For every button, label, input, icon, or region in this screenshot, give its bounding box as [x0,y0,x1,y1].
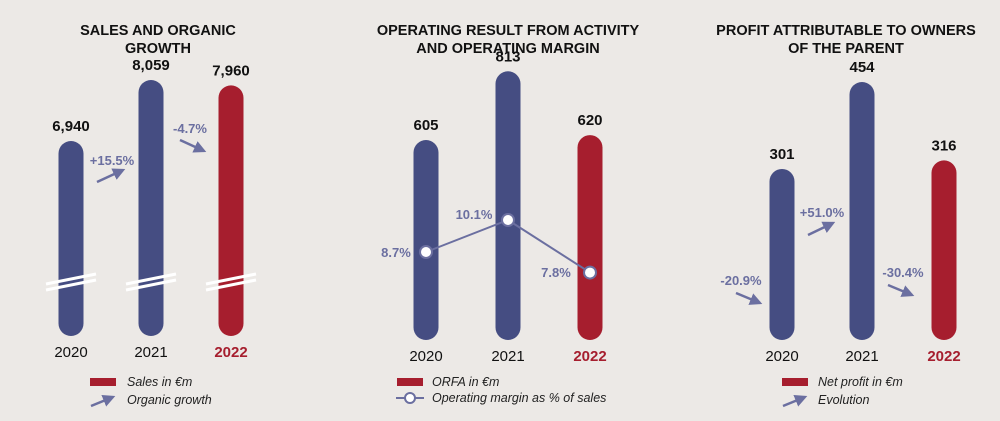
bar-orfa-2021 [495,71,521,340]
margin-point-2020 [419,245,433,259]
bar-orfa-2022 [577,135,603,340]
tick-label-2022: 2022 [214,344,247,361]
tick-label-2022: 2022 [573,348,606,365]
tick-label-2020: 2020 [765,348,798,365]
value-label-orfa-2021: 813 [495,48,520,65]
legend-swatch-bar [782,378,808,386]
evolution-arrow-2021 [807,221,836,237]
title-line-1: OPERATING RESULT FROM ACTIVITY [377,23,640,39]
legend: Net profit in €m Evolution [782,375,903,408]
bar-sales-2020 [58,141,84,336]
bar-profit-2021 [849,81,875,341]
tick-label-2021: 2021 [134,344,167,361]
tick-label-2020: 2020 [54,344,87,361]
legend-label-profit: Net profit in €m [818,375,903,389]
bar-profit-2022 [931,160,957,340]
bar-sales-2022 [218,85,244,336]
legend-swatch-marker [404,392,416,404]
margin-label-2022: 7.8% [541,265,571,280]
bar-profit-2020 [769,168,795,340]
margin-point-2022 [583,265,597,280]
value-label-sales-2021: 8,059 [132,57,170,74]
legend: ORFA in €m Operating margin as % of sale… [396,375,606,405]
margin-point-2021 [501,213,515,227]
growth-label-2022: -4.7% [173,121,207,136]
bar-orfa-2020 [413,140,439,340]
bar-sales-2021 [138,80,164,336]
panel-operating-result: OPERATING RESULT FROM ACTIVITY AND OPERA… [377,23,640,405]
margin-label-2021: 10.1% [456,207,493,222]
value-label-profit-2020: 301 [769,146,794,163]
value-label-orfa-2022: 620 [577,112,602,129]
value-label-profit-2021: 454 [849,59,875,76]
axis-break-marks [45,272,257,292]
growth-label-2021: +15.5% [90,153,135,168]
title-line-1: SALES AND ORGANIC [80,23,236,39]
legend-swatch-bar [397,378,423,386]
evolution-label-2020: -20.9% [720,273,762,288]
title-line-2: OF THE PARENT [788,41,904,57]
title-line-1: PROFIT ATTRIBUTABLE TO OWNERS [716,23,976,39]
panel-sales: SALES AND ORGANIC GROWTH 6,940 8,059 7,9… [45,23,257,408]
growth-arrow-2022 [179,138,207,153]
legend-label-orfa: ORFA in €m [432,375,499,389]
legend-label-sales: Sales in €m [127,375,192,389]
legend-label-growth: Organic growth [127,393,212,407]
title-line-2: AND OPERATING MARGIN [416,41,599,57]
legend-swatch-arrow [90,395,116,408]
legend-swatch-arrow [782,395,808,408]
tick-label-2020: 2020 [409,348,442,365]
evolution-label-2021: +51.0% [800,205,845,220]
evolution-label-2022: -30.4% [882,265,924,280]
evolution-arrow-2022 [887,283,915,297]
growth-arrow-2021 [96,168,126,184]
legend-label-margin: Operating margin as % of sales [432,391,606,405]
margin-label-2020: 8.7% [381,245,411,260]
evolution-arrow-2020 [735,291,763,305]
value-label-sales-2022: 7,960 [212,62,250,79]
tick-label-2021: 2021 [491,348,524,365]
legend: Sales in €m Organic growth [90,375,212,408]
value-label-sales-2020: 6,940 [52,118,90,135]
title-line-2: GROWTH [125,41,191,57]
value-label-profit-2022: 316 [931,137,956,154]
panel-net-profit: PROFIT ATTRIBUTABLE TO OWNERS OF THE PAR… [716,23,976,408]
tick-label-2021: 2021 [845,348,878,365]
tick-label-2022: 2022 [927,348,960,365]
value-label-orfa-2020: 605 [413,117,438,134]
legend-label-evolution: Evolution [818,393,869,407]
legend-swatch-bar [90,378,116,386]
